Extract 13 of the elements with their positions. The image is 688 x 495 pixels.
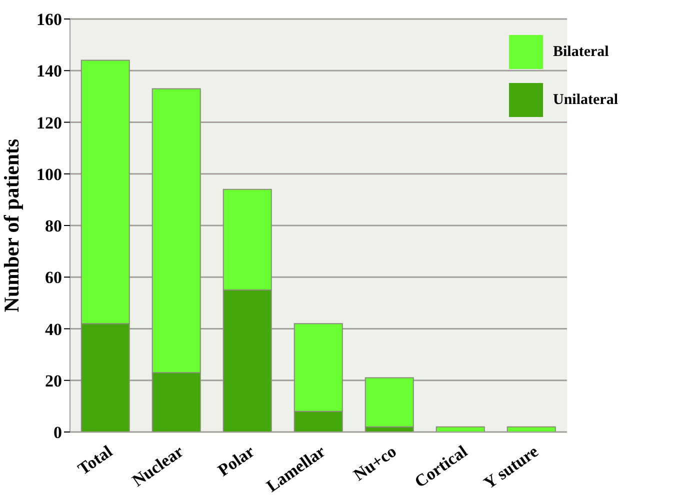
y-tick-label: 20 [45, 371, 62, 390]
legend-label: Unilateral [553, 92, 618, 108]
y-axis-title: Number of patients [0, 138, 24, 312]
bar [364, 377, 414, 428]
legend-label: Bilateral [553, 44, 609, 60]
y-tick-label: 120 [36, 113, 62, 132]
y-tick-label: 140 [36, 62, 62, 81]
y-tick-label: 40 [45, 320, 62, 339]
y-tick-label: 0 [54, 423, 62, 442]
y-tick-label: 80 [45, 216, 62, 236]
y-tick-label: 160 [36, 10, 62, 30]
y-tick-label: 100 [36, 164, 62, 184]
y-tick-label: 60 [45, 268, 62, 288]
